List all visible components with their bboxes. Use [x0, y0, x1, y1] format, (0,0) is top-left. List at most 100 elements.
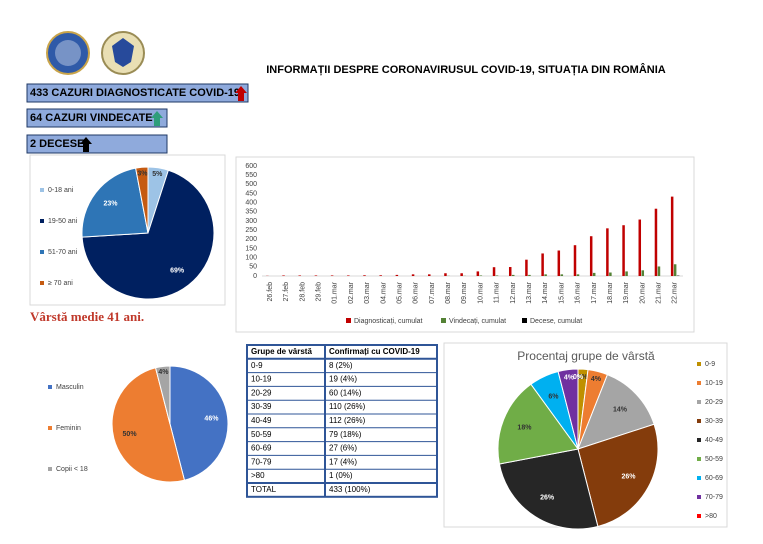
up-arrow [235, 86, 247, 101]
bar [625, 271, 628, 276]
bar [314, 275, 318, 276]
pie-slice [154, 365, 171, 425]
x-tick-label: 06.mar [413, 281, 420, 303]
table-cell: 79 (18%) [329, 430, 362, 439]
legend-label: 0-18 ani [48, 187, 74, 194]
table-cell: 60 (14%) [329, 388, 362, 397]
legend-swatch [40, 250, 44, 254]
legend-label: Decese, cumulat [530, 318, 582, 325]
legend-swatch [697, 514, 701, 518]
bar [330, 275, 334, 276]
bar [609, 272, 612, 276]
x-tick-label: 22.mar [672, 281, 679, 303]
table-cell: TOTAL [251, 485, 277, 494]
table-cell: 110 (26%) [329, 402, 366, 411]
legend-swatch [48, 467, 52, 471]
x-tick-label: 19.mar [623, 281, 630, 303]
slice-label: 26% [621, 474, 636, 481]
pie-slice [169, 365, 229, 481]
legend-label: >80 [705, 513, 717, 520]
table-header: Confirmați cu COVID-19 [329, 347, 420, 356]
x-tick-label: 09.mar [461, 281, 468, 303]
y-tick-label: 500 [245, 181, 257, 188]
legend-swatch [697, 400, 701, 404]
y-tick-label: 300 [245, 218, 257, 225]
table-cell: 112 (26%) [329, 416, 366, 425]
legend-swatch [697, 476, 701, 480]
table-cell: 433 (100%) [329, 485, 371, 494]
legend-label: 20-29 [705, 399, 723, 406]
pie-slice [497, 383, 579, 465]
table-cell: 40-49 [251, 416, 272, 425]
legend-label: 40-49 [705, 437, 723, 444]
bar [673, 264, 677, 276]
bar [444, 273, 447, 276]
bar [657, 266, 661, 276]
bar [573, 245, 577, 276]
slice-label: 26% [540, 494, 555, 501]
bar [525, 259, 528, 276]
y-tick-label: 450 [245, 190, 257, 197]
y-tick-label: 400 [245, 200, 257, 207]
legend-label: 50-59 [705, 456, 723, 463]
bar [541, 253, 544, 276]
x-tick-label: 11.mar [494, 281, 501, 303]
bar [428, 274, 431, 276]
legend-label: 10-19 [705, 380, 723, 387]
legend-swatch [40, 219, 44, 223]
table-cell: 1 (0%) [329, 471, 353, 480]
chart-title: Procentaj grupe de vârstă [517, 349, 655, 363]
logo-inner [112, 38, 134, 67]
table-border [246, 344, 438, 498]
legend-label: 0-9 [705, 361, 715, 368]
bar [528, 274, 531, 276]
legend-label: ≥ 70 ani [48, 280, 73, 287]
y-tick-label: 100 [245, 255, 257, 262]
bar [576, 274, 580, 276]
x-tick-label: 07.mar [429, 281, 436, 303]
slice-label: 23% [103, 201, 118, 208]
x-tick-label: 03.mar [364, 281, 371, 303]
table-cell: 20-29 [251, 388, 272, 397]
table-cell: >80 [251, 471, 265, 480]
bar [495, 275, 499, 276]
table-cell: 27 (6%) [329, 444, 357, 453]
up-arrow [151, 111, 163, 126]
mean-age-note: Vârstă medie 41 ani. [30, 309, 144, 324]
bar [592, 272, 596, 276]
pie-slice [135, 166, 149, 234]
bar [544, 274, 547, 276]
slice-label: 2% [577, 374, 588, 381]
slice-label: 69% [170, 267, 185, 274]
x-tick-label: 13.mar [526, 281, 533, 303]
logo [46, 31, 90, 75]
table-cell: 10-19 [251, 375, 272, 384]
page-title: INFORMAȚII DESPRE CORONAVIRUSUL COVID-19… [266, 63, 666, 76]
bar [460, 273, 463, 276]
bar [347, 275, 350, 276]
x-tick-label: 01.mar [332, 281, 339, 303]
bar [298, 275, 301, 276]
slice-label: 4% [564, 374, 575, 381]
slice-label: 18% [517, 425, 532, 432]
bar [557, 250, 561, 276]
table-cell: 0-9 [251, 361, 263, 370]
bar [638, 219, 642, 276]
table-cell: 8 (2%) [329, 361, 353, 370]
slice-label: 50% [123, 431, 138, 438]
legend-label: 30-39 [705, 418, 723, 425]
legend-swatch [346, 318, 351, 323]
legend-swatch [40, 281, 44, 285]
pie-slice [577, 423, 659, 528]
logo-inner [55, 40, 81, 66]
stat-text: 433 CAZURI DIAGNOSTICATE COVID-19 [30, 87, 240, 99]
y-tick-label: 0 [253, 273, 257, 280]
y-tick-label: 600 [245, 163, 257, 170]
y-tick-label: 350 [245, 209, 257, 216]
slice-label: 14% [613, 406, 628, 413]
y-tick-label: 150 [245, 245, 257, 252]
legend-swatch [697, 419, 701, 423]
slice-label: 5% [152, 171, 163, 178]
bar [379, 275, 382, 276]
